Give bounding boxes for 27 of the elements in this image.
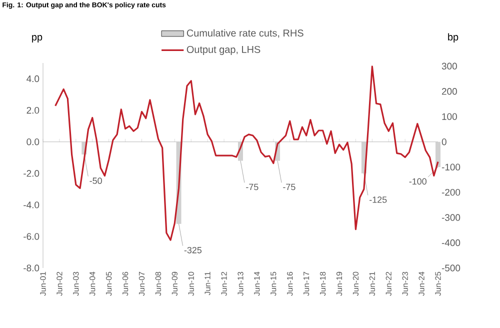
y2-axis-title: bp bbox=[448, 33, 458, 42]
y-tick-label: -4.0 bbox=[24, 202, 40, 208]
y2-tick-label: -300 bbox=[442, 214, 460, 221]
data-label: -75 bbox=[283, 184, 296, 190]
y2-tick-label: -500 bbox=[442, 264, 460, 272]
y2-tick-label: -400 bbox=[442, 239, 460, 246]
data-label: -75 bbox=[246, 184, 258, 190]
y2-tick-label: -100 bbox=[442, 164, 460, 170]
y2-tick-label: 300 bbox=[442, 62, 457, 70]
legend-label: Cumulative rate cuts, RHS bbox=[186, 29, 304, 38]
y-tick-label: 0.0 bbox=[26, 138, 40, 146]
y-tick-label: 2.0 bbox=[26, 106, 40, 114]
y2-tick-label: 100 bbox=[442, 113, 457, 120]
y-tick-label: -2.0 bbox=[24, 170, 40, 177]
y2-tick-label: 0 bbox=[442, 138, 446, 146]
y-tick-label: 4.0 bbox=[26, 75, 40, 82]
data-label: -50 bbox=[90, 178, 102, 184]
y-tick-label: -6.0 bbox=[24, 233, 40, 240]
y-axis-title: pp bbox=[32, 35, 42, 42]
line-series bbox=[54, 66, 439, 241]
data-label: -100 bbox=[409, 178, 426, 185]
legend-label: Output gap, LHS bbox=[186, 46, 260, 55]
data-label: -325 bbox=[184, 246, 202, 254]
y2-tick-label: 200 bbox=[442, 88, 457, 95]
y-tick-label: -8.0 bbox=[24, 264, 40, 272]
y2-tick-label: -200 bbox=[442, 188, 460, 196]
data-label: -125 bbox=[370, 196, 387, 203]
